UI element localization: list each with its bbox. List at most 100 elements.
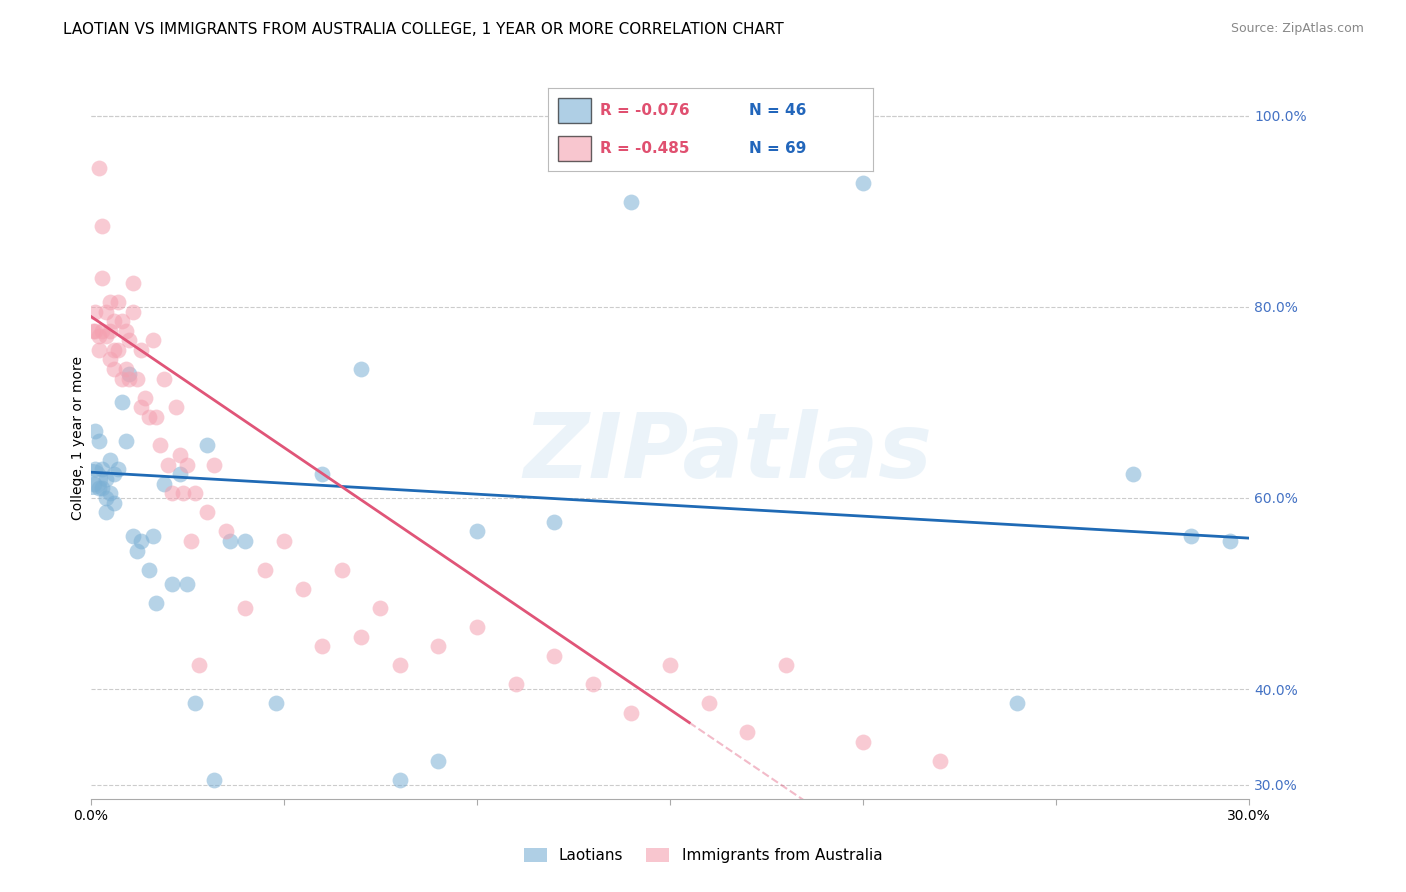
Point <box>138 563 160 577</box>
Point <box>114 324 136 338</box>
Point <box>215 524 238 539</box>
Point <box>80 472 103 486</box>
Point <box>118 333 141 347</box>
Point <box>253 563 276 577</box>
Legend: Laotians, Immigrants from Australia: Laotians, Immigrants from Australia <box>516 840 890 871</box>
Y-axis label: College, 1 year or more: College, 1 year or more <box>72 356 86 520</box>
Point <box>82 324 104 338</box>
Point <box>145 409 167 424</box>
Point <box>122 276 145 290</box>
Point <box>98 352 121 367</box>
Point <box>273 534 295 549</box>
Point <box>465 620 488 634</box>
Point <box>111 395 134 409</box>
Point <box>465 524 488 539</box>
Point <box>107 295 129 310</box>
Point <box>852 735 875 749</box>
Point <box>107 343 129 357</box>
Point <box>87 343 110 357</box>
Point <box>505 677 527 691</box>
Text: Source: ZipAtlas.com: Source: ZipAtlas.com <box>1230 22 1364 36</box>
Point <box>122 304 145 318</box>
Point <box>142 333 165 347</box>
Point <box>233 534 256 549</box>
Point <box>388 658 411 673</box>
Point <box>96 304 118 318</box>
Point <box>195 438 218 452</box>
Point <box>129 534 152 549</box>
Text: LAOTIAN VS IMMIGRANTS FROM AUSTRALIA COLLEGE, 1 YEAR OR MORE CORRELATION CHART: LAOTIAN VS IMMIGRANTS FROM AUSTRALIA COL… <box>63 22 785 37</box>
Point <box>91 462 114 476</box>
Point <box>350 630 373 644</box>
Point <box>1122 467 1144 481</box>
Point <box>233 601 256 615</box>
Point <box>202 772 225 787</box>
Point <box>187 658 209 673</box>
Point <box>103 343 125 357</box>
Point <box>311 639 333 653</box>
Point <box>160 486 183 500</box>
Point <box>129 343 152 357</box>
Point <box>138 409 160 424</box>
Point <box>160 577 183 591</box>
Point <box>118 371 141 385</box>
Point <box>180 534 202 549</box>
Point <box>1007 697 1029 711</box>
Point <box>134 391 156 405</box>
Point <box>149 438 172 452</box>
Point <box>91 219 114 233</box>
Point <box>145 596 167 610</box>
Point <box>620 706 643 720</box>
Point <box>114 362 136 376</box>
Point <box>103 314 125 328</box>
Point <box>543 515 565 529</box>
Point <box>292 582 315 596</box>
Point <box>184 697 207 711</box>
Point <box>91 482 114 496</box>
Point <box>98 452 121 467</box>
Point <box>370 601 392 615</box>
Point <box>87 434 110 448</box>
Point <box>195 505 218 519</box>
Point <box>735 725 758 739</box>
Point <box>83 304 105 318</box>
Point <box>157 458 180 472</box>
Point <box>114 434 136 448</box>
Point <box>111 314 134 328</box>
Point <box>98 324 121 338</box>
Point <box>218 534 240 549</box>
Point <box>111 371 134 385</box>
Point <box>202 458 225 472</box>
Text: ZIPatlas: ZIPatlas <box>523 409 932 497</box>
Point <box>311 467 333 481</box>
Point <box>153 371 176 385</box>
Point <box>129 400 152 414</box>
Point <box>264 697 287 711</box>
Point <box>153 476 176 491</box>
Point <box>96 505 118 519</box>
Point <box>620 194 643 209</box>
Point <box>98 295 121 310</box>
Point <box>330 563 353 577</box>
Point <box>165 400 187 414</box>
Point <box>107 462 129 476</box>
Point <box>91 271 114 285</box>
Point <box>83 424 105 438</box>
Point <box>83 462 105 476</box>
Point <box>103 467 125 481</box>
Point <box>350 362 373 376</box>
Point <box>127 543 149 558</box>
Point <box>172 486 194 500</box>
Point <box>659 658 682 673</box>
Point <box>427 639 450 653</box>
Point <box>1180 529 1202 543</box>
Point <box>169 448 191 462</box>
Point <box>118 367 141 381</box>
Point <box>87 161 110 176</box>
Point <box>122 529 145 543</box>
Point <box>127 371 149 385</box>
Point <box>388 772 411 787</box>
Point <box>96 328 118 343</box>
Point <box>427 754 450 768</box>
Point <box>852 176 875 190</box>
